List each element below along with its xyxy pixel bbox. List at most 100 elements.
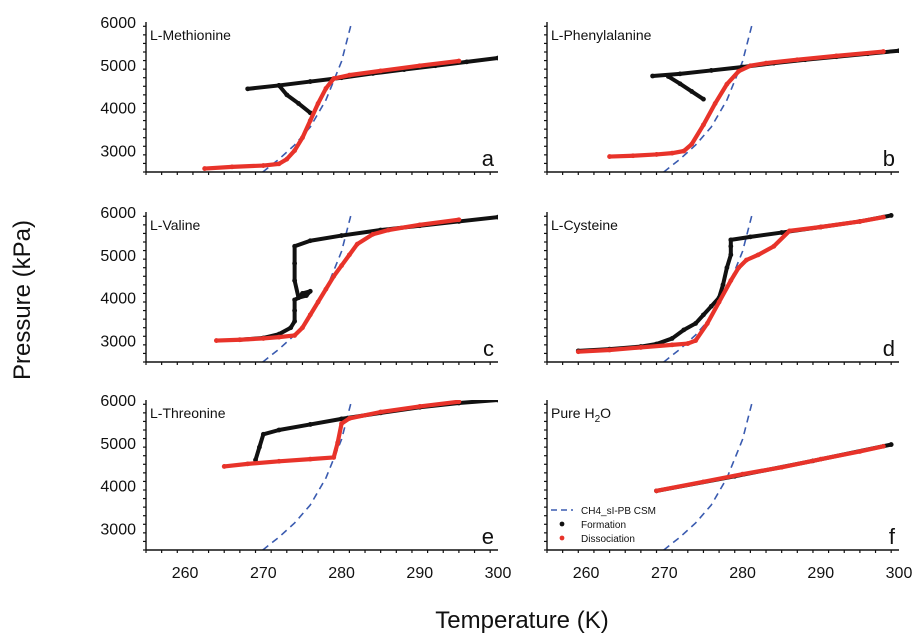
dissociation-data-point: [221, 464, 227, 469]
dissociation-data-point: [323, 86, 329, 91]
model-curve-line: [261, 22, 353, 172]
dissociation-data-point: [771, 243, 777, 249]
dissociation-series-line: [222, 400, 461, 469]
dissociation-data-point: [654, 488, 659, 494]
dissociation-data-point: [346, 416, 352, 421]
formation-data-point: [689, 89, 695, 94]
y-tick-label: 3000: [100, 522, 136, 539]
y-tick-label: 6000: [100, 393, 136, 410]
legend-formation-swatch: [559, 521, 565, 527]
y-tick-label: 4000: [100, 479, 136, 496]
dissociation-data-point: [292, 333, 298, 338]
dissociation-data-point: [712, 101, 718, 106]
dissociation-data-point: [456, 400, 462, 405]
legend-dissociation-label: Dissociation: [581, 534, 635, 545]
formation-data-point: [495, 55, 498, 61]
panel-f: 260 270 280 290 300 Pure H2O f CH4_sI-PB CSM For…: [544, 400, 912, 582]
dissociation-data-point: [331, 76, 337, 81]
dissociation-data-point: [307, 118, 313, 123]
dissociation-data-point: [857, 449, 863, 454]
panel-letter: f: [889, 524, 896, 549]
dissociation-data-point: [276, 458, 282, 464]
formation-data-point: [307, 422, 313, 427]
dissociation-data-point: [315, 101, 321, 106]
formation-data-point: [677, 71, 683, 77]
formation-series-line: [276, 83, 313, 115]
dissociation-data-point: [763, 60, 769, 66]
dissociation-data-point: [339, 263, 344, 268]
dissociation-data-point: [260, 163, 266, 168]
panel-name: L-Methionine: [150, 27, 231, 43]
legend-model-label: CH4_sI-PB CSM: [581, 506, 656, 517]
formation-data-point: [728, 252, 734, 258]
panels: 3000 4000 5000 6000 L-Methionine a L-Phenylala…: [100, 15, 912, 582]
panel-letter: d: [883, 336, 895, 361]
dissociation-data-point: [245, 461, 251, 467]
y-tick-label: 5000: [100, 248, 136, 265]
formation-data-point: [307, 238, 313, 244]
dissociation-data-point: [307, 312, 313, 318]
dissociation-data-point: [724, 81, 730, 87]
formation-data-point: [303, 293, 309, 298]
formation-data-point: [339, 416, 344, 422]
formation-data-point: [292, 297, 298, 303]
panel-name: Pure H2O: [551, 405, 611, 425]
dissociation-data-point: [607, 347, 612, 353]
dissociation-data-point: [202, 166, 208, 171]
dissociation-data-point: [716, 299, 722, 305]
dissociation-data-point: [607, 154, 612, 159]
dissociation-data-point: [386, 227, 391, 233]
dissociation-data-point: [456, 58, 462, 64]
x-tick-label: 270: [250, 565, 277, 582]
panel-letter: c: [483, 336, 494, 361]
formation-data-point: [307, 79, 313, 84]
plot-area: [654, 400, 894, 550]
formation-series-line: [576, 213, 894, 353]
dissociation-data-point: [669, 342, 675, 348]
formation-data-point: [276, 427, 282, 433]
panel-letter: e: [482, 524, 494, 549]
dissociation-data-point: [339, 421, 344, 426]
plot-area: [221, 400, 498, 550]
y-tick-label: 6000: [100, 15, 136, 32]
formation-data-point: [701, 96, 706, 102]
formation-data-point: [292, 308, 298, 313]
panel-a: 3000 4000 5000 6000 L-Methionine a: [100, 15, 498, 175]
legend-formation-label: Formation: [581, 520, 626, 531]
dissociation-data-point: [857, 219, 863, 224]
formation-data-point: [296, 101, 301, 106]
formation-data-point: [296, 295, 301, 301]
model-curve-line: [662, 22, 754, 172]
formation-data-point: [681, 327, 687, 333]
dissociation-series-line: [576, 215, 886, 354]
formation-data-point: [292, 278, 298, 283]
dissociation-data-point: [880, 443, 886, 449]
dissociation-data-point: [331, 455, 337, 460]
dissociation-data-point: [704, 321, 710, 326]
legend: CH4_sI-PB CSM Formation Dissociation: [551, 506, 656, 545]
dissociation-data-point: [744, 257, 749, 263]
formation-data-point: [669, 336, 675, 341]
dissociation-data-point: [736, 68, 742, 74]
dissociation-data-point: [292, 148, 298, 153]
dissociation-data-point: [346, 72, 352, 78]
dissociation-data-point: [417, 404, 423, 409]
plot-area: [575, 212, 894, 362]
x-axis-title: Temperature (K): [435, 607, 608, 634]
dissociation-data-point: [779, 464, 785, 470]
formation-data-point: [495, 214, 498, 220]
dissociation-data-point: [417, 222, 423, 228]
formation-data-point: [724, 265, 730, 271]
dissociation-data-point: [370, 231, 376, 237]
model-curve-line: [261, 400, 353, 550]
dissociation-data-point: [237, 337, 243, 343]
formation-data-point: [708, 303, 714, 309]
formation-data-point: [677, 81, 683, 87]
model-curve-line: [662, 400, 754, 550]
dissociation-data-point: [880, 214, 886, 220]
formation-data-point: [693, 321, 699, 326]
formation-data-point: [260, 431, 266, 437]
formation-data-point: [728, 243, 734, 249]
formation-data-point: [292, 318, 298, 324]
